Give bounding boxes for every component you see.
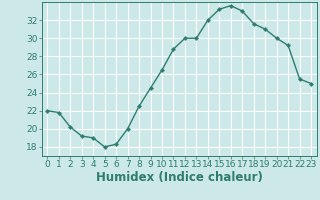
X-axis label: Humidex (Indice chaleur): Humidex (Indice chaleur)	[96, 171, 263, 184]
